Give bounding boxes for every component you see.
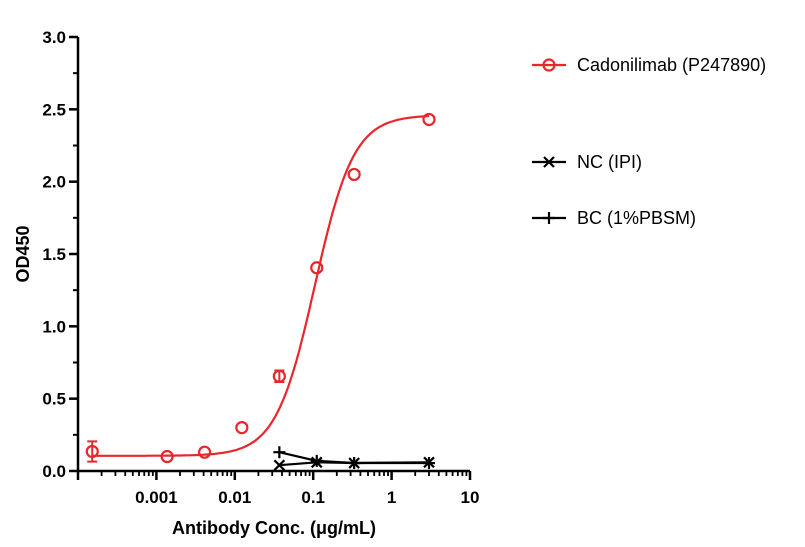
legend-label: BC (1%PBSM)	[577, 208, 696, 228]
data-point	[273, 459, 286, 471]
legend-item: BC (1%PBSM)	[532, 208, 696, 228]
x-tick-label: 10	[461, 488, 480, 507]
legend-label: NC (IPI)	[577, 152, 642, 172]
data-point	[273, 446, 286, 459]
y-tick-label: 1.0	[42, 317, 66, 336]
data-point	[198, 445, 212, 459]
axes: 0.0 0.5 1.0 1.5 2.0 2.5 3.0 0.001 0.01 0.1 1 10	[42, 28, 479, 507]
data-point	[347, 167, 361, 182]
y-tick-label: 2.5	[42, 100, 66, 119]
data-point	[310, 454, 323, 467]
y-tick-label: 2.0	[42, 173, 66, 192]
data-point	[272, 369, 286, 383]
y-tick-label: 1.5	[42, 245, 66, 264]
data-point	[160, 449, 174, 464]
y-tick-label: 0.0	[42, 462, 66, 481]
data-point	[310, 261, 324, 275]
legend-item: NC (IPI)	[532, 152, 642, 172]
data-point	[422, 112, 436, 127]
x-tick-label: 0.001	[135, 488, 178, 507]
x-tick-label: 0.1	[301, 488, 325, 507]
series-1	[85, 112, 436, 464]
legend-item: Cadonilimab (P247890)	[532, 55, 766, 75]
legend-marker	[543, 212, 555, 224]
legend-marker	[543, 156, 555, 168]
y-axis-title: OD450	[13, 225, 33, 282]
data-point	[348, 457, 361, 470]
series-layer	[85, 112, 436, 471]
series-3	[273, 446, 436, 470]
legend-label: Cadonilimab (P247890)	[577, 55, 766, 75]
y-tick-label: 3.0	[42, 28, 66, 47]
data-point	[423, 457, 436, 470]
legend: Cadonilimab (P247890) NC (IPI) BC (1%PBSM)	[532, 55, 766, 228]
y-tick-label: 0.5	[42, 390, 66, 409]
series-line	[279, 451, 429, 465]
series-line	[92, 115, 430, 457]
error-bar	[87, 440, 98, 463]
x-tick-label: 1	[387, 488, 396, 507]
data-point	[235, 421, 249, 435]
legend-marker	[542, 58, 556, 72]
data-point	[85, 444, 99, 459]
x-tick-label: 0.01	[218, 488, 251, 507]
x-axis-title: Antibody Conc. (μg/mL)	[172, 518, 376, 538]
